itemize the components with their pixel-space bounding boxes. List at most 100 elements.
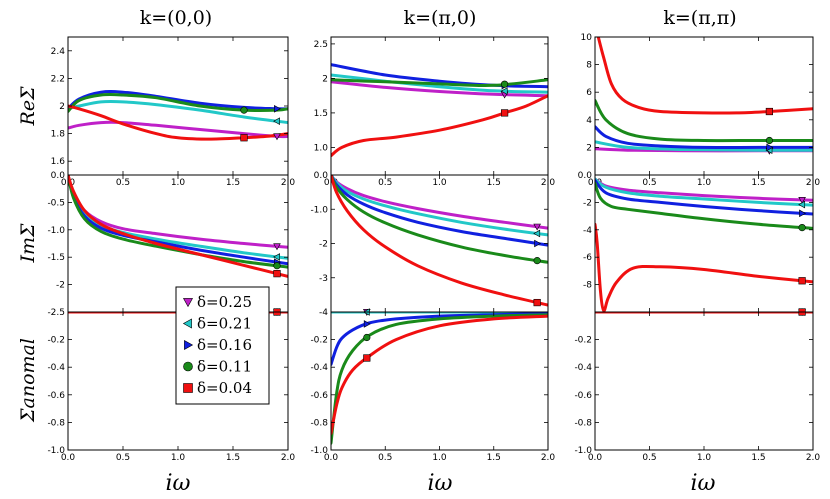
series-line-delta-0.11 <box>595 99 813 143</box>
y-tick-label: -1.0 <box>310 446 328 456</box>
x-tick-label: 1.0 <box>697 453 712 463</box>
y-tick-label: -1.0 <box>574 446 592 456</box>
y-tick-label: -0.2 <box>574 336 592 346</box>
y-tick-label: -0.8 <box>574 418 592 428</box>
marker-delta-0.11 <box>240 106 248 114</box>
panel-frame <box>594 311 814 451</box>
series-line-delta-0.11 <box>331 313 548 445</box>
panel-r3-c1: -0.2 -0.4 -0.6 -0.8 -1.00.0 0.5 1.0 1.5 2.0 <box>47 308 296 463</box>
series-line-delta-0.16 <box>331 312 548 366</box>
x-tick-label: 1.5 <box>751 453 765 463</box>
series-line-delta-0.11 <box>595 181 813 230</box>
series-line-delta-0.16 <box>595 125 813 149</box>
y-tick-label: 10 <box>581 33 593 43</box>
series-line-delta-0.25 <box>68 120 288 139</box>
series-line-delta-0.16 <box>331 175 548 247</box>
panel-r1-c1: 1.61.822.22.40.0 0.5 1.0 1.5 2.0 <box>51 36 295 188</box>
marker-delta-0.25 <box>273 133 281 141</box>
marker-delta-0.11 <box>798 224 806 232</box>
marker-delta-0.11 <box>765 136 774 145</box>
y-tick-label: -2 <box>583 198 592 208</box>
x-tick-label: 2.0 <box>281 453 296 463</box>
series-line-delta-0.04 <box>68 104 288 141</box>
panel-r2-c3: -2 -4 -6 -8 <box>583 174 814 313</box>
marker-delta-0.25 <box>533 223 541 231</box>
x-tick-label: 1.5 <box>226 453 240 463</box>
y-tick-label: 2.5 <box>314 40 328 50</box>
series-line-delta-0.21 <box>331 175 548 237</box>
panel-r2-c2: 0.0 -1.0 -2 -3 -4 <box>310 171 549 318</box>
marker-delta-0.04 <box>273 270 281 278</box>
x-tick-label: 0.5 <box>378 178 392 188</box>
x-tick-label: 0.5 <box>378 453 392 463</box>
y-tick-label: -4 <box>319 308 328 318</box>
x-tick-label: 0.5 <box>642 178 656 188</box>
series-line-delta-0.21 <box>595 140 813 152</box>
series-line-delta-0.21 <box>595 177 813 207</box>
marker-delta-0.04 <box>363 354 371 362</box>
row-label-2: ImΣ <box>17 223 39 264</box>
panel-r1-c2: 1.01.522.50.0 0.5 1.0 1.5 2.0 <box>314 36 555 188</box>
y-tick-label: -6 <box>583 253 592 263</box>
y-tick-label: -0.2 <box>310 336 328 346</box>
y-tick-label: -3 <box>319 274 328 284</box>
series-line-delta-0.11 <box>68 175 288 269</box>
series-line-delta-0.11 <box>331 78 548 87</box>
y-tick-label: 4 <box>586 116 592 126</box>
y-tick-label: -1.0 <box>47 446 65 456</box>
y-tick-label: 1.5 <box>314 109 328 119</box>
x-tick-label: 0.0 <box>324 453 339 463</box>
x-tick-label: 0.0 <box>588 453 603 463</box>
x-tick-label: 0.5 <box>116 453 130 463</box>
y-tick-label: 0.0 <box>51 171 66 181</box>
series-line-delta-0.21 <box>331 73 548 94</box>
y-tick-label: -0.4 <box>574 363 592 373</box>
x-tick-label: 1.5 <box>751 178 765 188</box>
y-tick-label: -8 <box>583 281 592 291</box>
panel-r3-c3: -0.2 -0.4 -0.6 -0.8 -1.00.0 0.5 1.0 1.5 2.0 <box>574 308 821 463</box>
y-tick-label: 2 <box>322 74 328 84</box>
y-tick-label: -1.0 <box>47 226 65 236</box>
series-line-delta-0.04 <box>596 37 813 115</box>
legend-label: δ=0.11 <box>197 358 252 376</box>
y-tick-label: 2 <box>586 143 592 153</box>
y-tick-label: 1.6 <box>51 157 66 167</box>
marker-delta-0.11 <box>501 80 509 88</box>
row-label-1: ReΣ <box>17 86 39 127</box>
x-tick-label: 2.0 <box>806 453 821 463</box>
y-tick-label: -0.6 <box>47 391 65 401</box>
marker-delta-0.21 <box>500 87 508 95</box>
x-tick-label: 1.5 <box>226 178 240 188</box>
series-line-delta-0.04 <box>331 314 548 435</box>
column-title-1: k=(0,0) <box>140 7 212 29</box>
legend: δ=0.25 δ=0.21 δ=0.16 δ=0.11 δ=0.04 <box>175 286 270 405</box>
panel-frame <box>330 311 549 451</box>
series-line-delta-0.04 <box>595 222 813 312</box>
x-tick-label: 1.0 <box>171 178 186 188</box>
series-line-delta-0.04 <box>331 175 548 307</box>
legend-marker-0-04 <box>183 383 193 393</box>
x-axis-label-3: iω <box>691 471 716 496</box>
legend-marker-0-11 <box>183 361 193 372</box>
series-line-delta-0.04 <box>68 175 288 278</box>
y-tick-label: 8 <box>586 61 592 71</box>
x-tick-label: 1.5 <box>487 178 501 188</box>
y-tick-label: -0.6 <box>310 391 328 401</box>
y-tick-label: 6 <box>586 88 592 98</box>
y-tick-label: 2 <box>59 102 65 112</box>
marker-delta-0.21 <box>273 253 280 261</box>
y-tick-label: -0.4 <box>310 363 328 373</box>
x-tick-label: 1.0 <box>432 178 447 188</box>
y-tick-label: -2 <box>319 240 328 250</box>
x-tick-label: 0.0 <box>61 453 76 463</box>
y-tick-label: -0.5 <box>47 198 65 208</box>
y-tick-label: -2 <box>56 281 65 291</box>
marker-delta-0.16 <box>534 239 542 248</box>
marker-delta-0.16 <box>766 143 774 152</box>
y-tick-label: 2.2 <box>51 74 65 84</box>
y-tick-label: 0.0 <box>314 171 329 181</box>
marker-delta-0.11 <box>363 333 371 342</box>
column-title-2: k=(π,0) <box>404 7 477 29</box>
